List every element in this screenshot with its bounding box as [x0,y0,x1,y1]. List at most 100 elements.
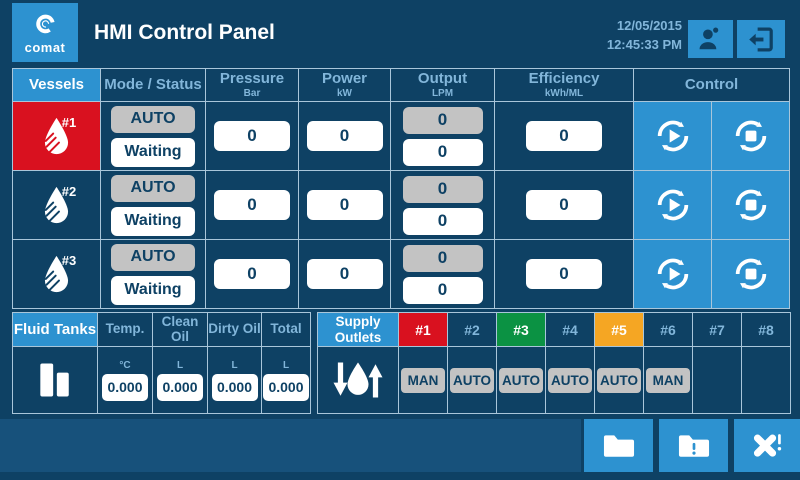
recipes-folder-button[interactable] [584,419,653,472]
vessel-2-mode-cell: AUTO Waiting [101,171,205,239]
vessel-3-status-cell: #3 [13,240,100,308]
start-cycle-icon [653,116,693,156]
vessel-1-mode-cell: AUTO Waiting [101,102,205,170]
vessel-1-output-cell: 0 0 [391,102,494,170]
clean-oil-unit: L [176,359,184,371]
page-title: HMI Control Panel [94,21,275,44]
vessel-1-status-cell: #1 [13,102,100,170]
vessel-2-output-cell: 0 0 [391,171,494,239]
vessel-1-power-value: 0 [306,121,383,151]
control-header: Control [634,69,789,101]
outlet-7-indicator: #7 [693,313,741,346]
vessel-3-start-cycle-button[interactable] [634,240,711,308]
mode-status-header: Mode / Status [101,69,205,101]
start-cycle-icon [653,254,693,294]
outlet-1-indicator: #1 [399,313,447,346]
outlet-2-indicator: #2 [448,313,496,346]
cancel-alert-icon [748,427,786,465]
vessel-1-power-cell: 0 [299,102,390,170]
vessel-1-start-cycle-button[interactable] [634,102,711,170]
vessel-2-output-actual: 0 [402,207,483,235]
alarm-history-button[interactable] [659,419,728,472]
alarm-reset-button[interactable] [734,419,800,472]
vessel-2-label: #2 [61,184,77,199]
vessel-2-status-cell: #2 [13,171,100,239]
vessel-1-label: #1 [61,115,77,130]
efficiency-unit: kWh/ML [544,88,584,100]
total-unit: L [282,359,290,371]
power-header: Power kW [299,69,390,101]
vessel-2-start-cycle-button[interactable] [634,171,711,239]
vessel-1-pressure-value: 0 [214,121,290,151]
vessel-3-efficiency-value: 0 [526,259,602,289]
vessel-2-power-value: 0 [306,190,383,220]
user-login-button[interactable] [688,20,733,58]
vessel-1-efficiency-cell: 0 [495,102,633,170]
vessels-header: Vessels [13,69,100,101]
total-value: 0.000 [263,373,309,401]
total-header: Total [262,313,310,346]
outlet-8-mode-cell [742,347,790,413]
output-header: Output LPM [391,69,494,101]
clean-oil-header: Clean Oil [153,313,207,346]
vessel-3-label: #3 [61,253,77,268]
outlet-2-mode-cell: AUTO [448,347,496,413]
vessel-2-status-display: Waiting [111,206,195,236]
vessel-3-output-actual: 0 [402,276,483,304]
vessel-1-stop-cycle-button[interactable] [712,102,789,170]
fluid-transfer-icon [330,359,386,401]
stop-cycle-icon [731,116,771,156]
outlet-5-mode-button[interactable]: AUTO [597,367,641,393]
outlet-1-mode-button[interactable]: MAN [401,367,445,393]
logout-button[interactable] [737,20,785,58]
time-display: 12:45:33 PM [606,36,682,52]
vessel-3-mode-button[interactable]: AUTO [111,243,195,271]
supply-outlets-table: Supply Outlets #1 #2 #3 #4 #5 #6 #7 #8 M… [317,312,791,414]
vessel-3-power-cell: 0 [299,240,390,308]
vessel-2-output-setpoint[interactable]: 0 [402,175,483,203]
pressure-header: Pressure Bar [206,69,298,101]
outlet-4-mode-cell: AUTO [546,347,594,413]
outlet-1-mode-cell: MAN [399,347,447,413]
vessel-2-power-cell: 0 [299,171,390,239]
vessel-3-mode-cell: AUTO Waiting [101,240,205,308]
vessel-2-efficiency-value: 0 [526,190,602,220]
outlet-5-indicator: #5 [595,313,643,346]
folder-alert-icon [675,427,713,465]
dirty-oil-unit: L [231,359,238,371]
vessel-1-mode-button[interactable]: AUTO [111,105,195,133]
vessel-1-status-display: Waiting [111,137,195,167]
user-icon [695,24,726,55]
vessel-1-pressure-cell: 0 [206,102,298,170]
vessel-3-output-setpoint[interactable]: 0 [402,244,483,272]
outlet-6-mode-button[interactable]: MAN [646,367,690,393]
temp-value: 0.000 [102,373,148,401]
vessel-2-mode-button[interactable]: AUTO [111,174,195,202]
date-display: 12/05/2015 [616,18,682,33]
vessel-3-stop-cycle-button[interactable] [712,240,789,308]
comat-logo: comat [12,3,78,62]
footer-message-panel [0,419,581,472]
pressure-unit: Bar [243,88,261,100]
outlet-8-indicator: #8 [742,313,790,346]
clean-oil-value: 0.000 [157,373,203,401]
vessel-1-output-actual: 0 [402,138,483,166]
supply-outlets-title: Supply Outlets [318,313,398,346]
power-unit: kW [337,88,352,100]
vessel-3-pressure-value: 0 [214,259,290,289]
outlet-4-mode-button[interactable]: AUTO [548,367,592,393]
stop-cycle-icon [731,254,771,294]
outlet-2-mode-button[interactable]: AUTO [450,367,494,393]
tanks-icon-cell [13,347,97,413]
fluid-tanks-title: Fluid Tanks [13,313,97,346]
fluid-tanks-table: Fluid Tanks Temp. Clean Oil Dirty Oil To… [12,312,311,414]
vessel-1-output-setpoint[interactable]: 0 [402,106,483,134]
vessel-2-stop-cycle-button[interactable] [712,171,789,239]
outlet-6-mode-cell: MAN [644,347,692,413]
outlet-5-mode-cell: AUTO [595,347,643,413]
tanks-icon [33,358,77,402]
outlet-3-mode-button[interactable]: AUTO [499,367,543,393]
fluid-transfer-icon-cell [318,347,398,413]
clean-oil-value-cell: L 0.000 [153,347,207,413]
